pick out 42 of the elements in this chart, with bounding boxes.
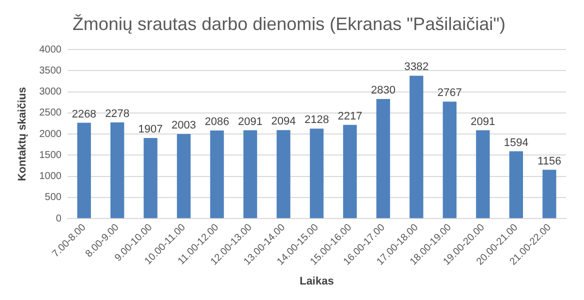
y-axis-title: Kontaktų skaičius: [16, 87, 29, 182]
y-tick-label: 3000: [39, 86, 62, 98]
bar: [542, 170, 556, 218]
bar: [110, 122, 124, 218]
bar: [476, 130, 490, 218]
chart-title: Žmonių srautas darbo dienomis (Ekranas "Pašilaičiai"): [72, 14, 506, 34]
data-label: 2003: [172, 119, 196, 132]
y-tick-label: 1000: [39, 171, 62, 182]
bar: [509, 151, 523, 218]
y-tick-label: 2000: [39, 128, 62, 140]
data-label: 2767: [437, 87, 462, 100]
bar: [376, 99, 390, 218]
y-tick-label: 1500: [39, 150, 62, 161]
data-label: 2217: [338, 110, 362, 122]
bar: [310, 128, 324, 218]
y-tick-label: 4000: [39, 44, 62, 56]
bar: [176, 134, 191, 218]
y-tick-label: 500: [44, 192, 62, 204]
data-label: 2128: [304, 114, 329, 126]
data-label: 3382: [404, 61, 429, 74]
data-label: 2268: [72, 108, 96, 120]
data-label: 2086: [204, 116, 230, 128]
data-label: 2278: [105, 108, 130, 120]
bar: [442, 102, 457, 218]
data-label: 2091: [238, 116, 262, 128]
data-label: 2830: [370, 84, 396, 97]
data-label: 1907: [138, 124, 163, 136]
bar: [144, 138, 158, 218]
y-tick-label: 0: [56, 213, 62, 224]
bar: [343, 124, 357, 218]
data-label: 2091: [470, 116, 496, 128]
bar: [276, 130, 290, 218]
y-tick-label: 2500: [39, 108, 62, 119]
data-label: 2094: [271, 116, 296, 128]
data-label: 1156: [538, 155, 562, 168]
data-label: 1594: [504, 136, 528, 149]
y-tick-label: 3500: [39, 65, 62, 76]
bar: [243, 130, 258, 218]
bar: [210, 130, 224, 218]
bar: [410, 76, 424, 218]
x-axis-title: Laikas: [300, 275, 334, 288]
bar: [77, 122, 91, 218]
